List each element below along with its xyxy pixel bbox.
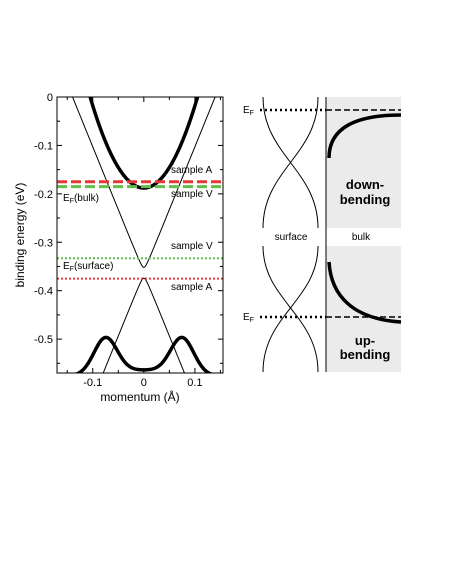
bulk-band-downbending xyxy=(327,113,402,159)
surface-band-bottom-crossing-b xyxy=(262,245,319,373)
band-bending-schematic: EF EF surface bulk down- bending up- ben… xyxy=(243,96,402,373)
y-tick-label: -0.2 xyxy=(34,189,53,201)
label-ef-surface: EF(surface) xyxy=(63,261,113,273)
x-tick-label: 0 xyxy=(141,377,147,389)
x-tick-label: -0.1 xyxy=(83,377,102,389)
y-tick-label: -0.4 xyxy=(34,286,53,298)
label-sample-v-top: sample V xyxy=(171,189,213,200)
y-tick-label: 0 xyxy=(47,92,53,104)
plot-frame xyxy=(56,96,224,374)
y-tick-label: -0.5 xyxy=(34,334,53,346)
label-down-bending-2: bending xyxy=(340,192,391,207)
label-sample-a-bottom: sample A xyxy=(171,282,212,293)
label-surface: surface xyxy=(275,232,308,243)
surface-state-lower-branch xyxy=(102,277,185,373)
band-plot: 0-0.1-0.2-0.3-0.4-0.5 -0.1 0 0.1 sample A … xyxy=(13,92,224,404)
y-axis-title: binding energy (eV) xyxy=(13,183,27,288)
label-up-bending-1: up- xyxy=(355,333,375,348)
label-ef-top: EF xyxy=(243,105,254,117)
x-tick-label: 0.1 xyxy=(187,377,202,389)
bulk-region-bottom xyxy=(326,246,401,372)
y-tick-label: -0.3 xyxy=(34,237,53,249)
surface-state-upper-branch xyxy=(72,97,216,269)
surface-band-bottom-crossing-a xyxy=(262,245,319,373)
y-tick-label: -0.1 xyxy=(34,140,53,152)
label-bulk: bulk xyxy=(352,232,371,243)
label-up-bending-2: bending xyxy=(340,347,391,362)
x-axis-ticks: -0.1 0 0.1 xyxy=(66,97,221,389)
surface-band-top-crossing-b xyxy=(262,96,319,229)
label-sample-v-mid: sample V xyxy=(171,241,213,252)
bulk-band-upbending xyxy=(327,261,402,324)
y-axis-ticks: 0 -0.1 -0.2 -0.3 -0.4 -0.5 xyxy=(34,92,223,364)
label-ef-bottom: EF xyxy=(243,312,254,324)
label-ef-bulk: EF(bulk) xyxy=(63,193,99,205)
x-axis-title: momentum (Å) xyxy=(100,389,179,404)
label-down-bending-1: down- xyxy=(346,177,384,192)
label-sample-a-top: sample A xyxy=(171,165,212,176)
